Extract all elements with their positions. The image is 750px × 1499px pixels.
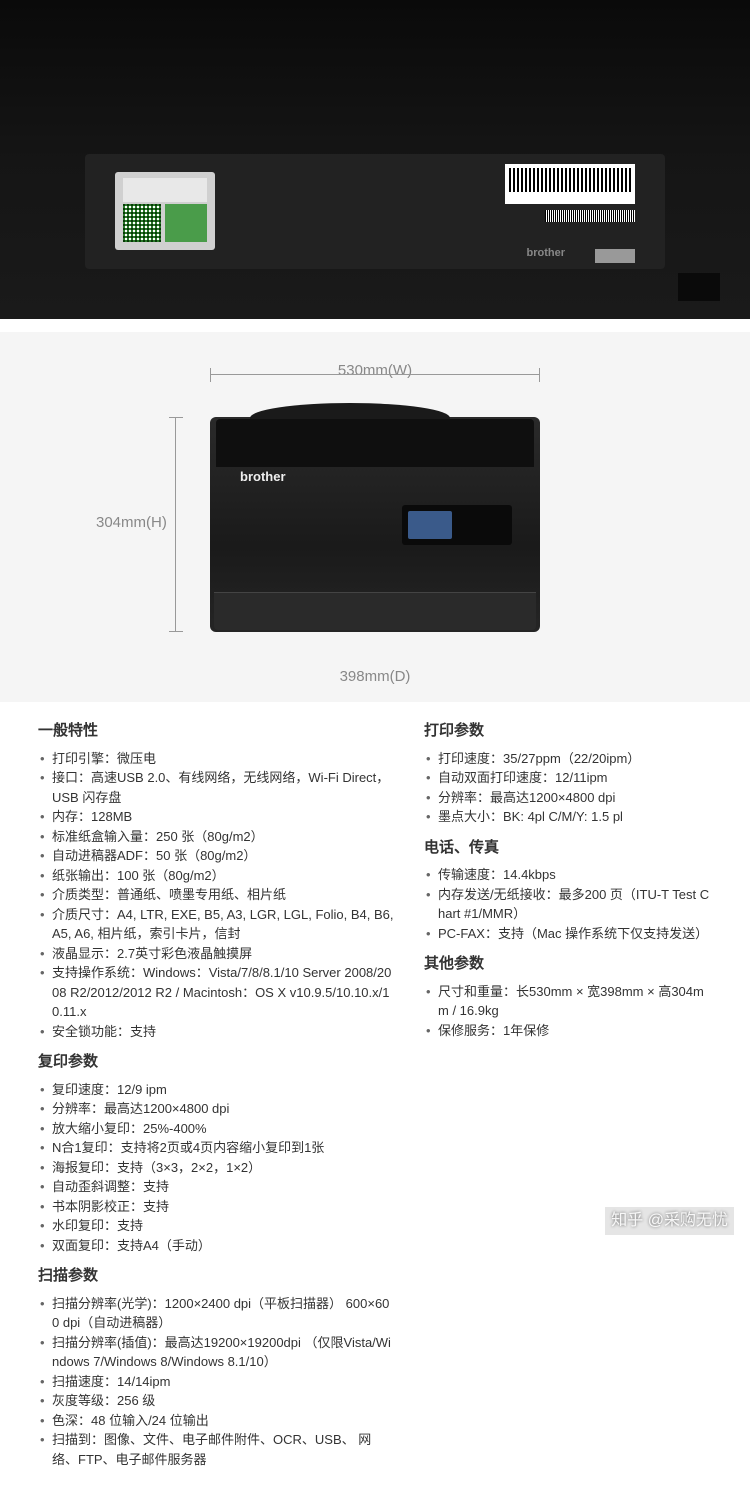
printer-back-panel: brother xyxy=(85,154,665,269)
section-heading-scan: 扫描参数 xyxy=(38,1265,396,1288)
spec-item: 扫描速度：14/14ipm xyxy=(40,1372,396,1392)
spec-item: 保修服务：1年保修 xyxy=(426,1021,712,1041)
spec-item: 尺寸和重量：长530mm × 宽398mm × 高304mm / 16.9kg xyxy=(426,982,712,1021)
spec-item: 分辨率：最高达1200×4800 dpi xyxy=(426,788,712,808)
height-label: 304mm(H) xyxy=(96,512,167,535)
barcode-small xyxy=(545,210,635,222)
spec-list-other: 尺寸和重量：长530mm × 宽398mm × 高304mm / 16.9kg保… xyxy=(424,982,712,1041)
spec-list-scan: 扫描分辨率(光学)：1200×2400 dpi（平板扫描器） 600×600 d… xyxy=(38,1294,396,1470)
spec-item: 标准纸盒输入量：250 张（80g/m2） xyxy=(40,827,396,847)
width-label: 530mm(W) xyxy=(0,360,750,383)
height-line xyxy=(175,417,176,632)
spec-item: 灰度等级：256 级 xyxy=(40,1391,396,1411)
specifications: 一般特性 打印引擎：微压电接口：高速USB 2.0、有线网络，无线网络，Wi-F… xyxy=(0,702,750,1499)
lcd-screen-icon xyxy=(408,511,452,539)
spec-item: 扫描到：图像、文件、电子邮件附件、OCR、USB、 网络、FTP、电子邮件服务器 xyxy=(40,1430,396,1469)
dimensions-diagram: 530mm(W) 304mm(H) brother 398mm(D) xyxy=(0,332,750,702)
spec-list-fax: 传输速度：14.4kbps内存发送/无纸接收：最多200 页（ITU-T Tes… xyxy=(424,865,712,943)
spec-item: 介质尺寸：A4, LTR, EXE, B5, A3, LGR, LGL, Fol… xyxy=(40,905,396,944)
spec-item: 分辨率：最高达1200×4800 dpi xyxy=(40,1099,396,1119)
spec-item: N合1复印：支持将2页或4页内容缩小复印到1张 xyxy=(40,1138,396,1158)
spec-item: 纸张输出：100 张（80g/m2） xyxy=(40,866,396,886)
spec-item: 内存：128MB xyxy=(40,807,396,827)
spec-item: 内存发送/无纸接收：最多200 页（ITU-T Test Chart #1/MM… xyxy=(426,885,712,924)
qr-code-icon xyxy=(123,204,161,242)
spec-item: 打印速度：35/27ppm（22/20ipm） xyxy=(426,749,712,769)
spec-item: 扫描分辨率(光学)：1200×2400 dpi（平板扫描器） 600×600 d… xyxy=(40,1294,396,1333)
spec-item: 书本阴影校正：支持 xyxy=(40,1197,396,1217)
spec-item: 色深：48 位输入/24 位输出 xyxy=(40,1411,396,1431)
section-heading-general: 一般特性 xyxy=(38,720,396,743)
spec-item: 水印复印：支持 xyxy=(40,1216,396,1236)
spec-item: 复印速度：12/9 ipm xyxy=(40,1080,396,1100)
spec-item: 海报复印：支持（3×3，2×2，1×2） xyxy=(40,1158,396,1178)
control-panel xyxy=(402,505,512,545)
barcode-label xyxy=(505,164,635,204)
spec-item: 自动进稿器ADF：50 张（80g/m2） xyxy=(40,846,396,866)
section-heading-copy: 复印参数 xyxy=(38,1051,712,1074)
width-line xyxy=(210,374,540,375)
brand-logo-front: brother xyxy=(240,467,286,487)
spec-list-copy: 复印速度：12/9 ipm分辨率：最高达1200×4800 dpi放大缩小复印：… xyxy=(38,1080,396,1256)
spec-item: 双面复印：支持A4（手动） xyxy=(40,1236,396,1256)
spec-list-general: 打印引擎：微压电接口：高速USB 2.0、有线网络，无线网络，Wi-Fi Dir… xyxy=(38,749,396,1042)
paper-tray xyxy=(214,592,536,630)
spec-item: 支持操作系统：Windows：Vista/7/8/8.1/10 Server 2… xyxy=(40,963,396,1022)
spec-item: 扫描分辨率(插值)：最高达19200×19200dpi （仅限Vista/Win… xyxy=(40,1333,396,1372)
compliance-label xyxy=(115,172,215,250)
spec-list-print: 打印速度：35/27ppm（22/20ipm）自动双面打印速度：12/11ipm… xyxy=(424,749,712,827)
spec-item: 自动双面打印速度：12/11ipm xyxy=(426,768,712,788)
depth-label: 398mm(D) xyxy=(0,666,750,689)
spec-item: 自动歪斜调整：支持 xyxy=(40,1177,396,1197)
printer-front-illustration: brother xyxy=(210,417,540,632)
section-heading-fax: 电话、传真 xyxy=(424,837,712,860)
spec-item: 安全锁功能：支持 xyxy=(40,1022,396,1042)
printer-back-photo: brother xyxy=(0,0,750,320)
section-heading-print: 打印参数 xyxy=(424,720,712,743)
watermark-text: 知乎 @采购无忧 xyxy=(605,1207,734,1235)
spec-item: 打印引擎：微压电 xyxy=(40,749,396,769)
spec-item: 液晶显示：2.7英寸彩色液晶触摸屏 xyxy=(40,944,396,964)
spec-item: 介质类型：普通纸、喷墨专用纸、相片纸 xyxy=(40,885,396,905)
spec-item: 接口：高速USB 2.0、有线网络，无线网络，Wi-Fi Direct，USB … xyxy=(40,768,396,807)
spec-item: PC-FAX：支持（Mac 操作系统下仅支持发送） xyxy=(426,924,712,944)
compliance-icon xyxy=(595,249,635,263)
section-heading-other: 其他参数 xyxy=(424,953,712,976)
power-port xyxy=(678,273,720,301)
brand-logo-back: brother xyxy=(527,245,566,262)
spec-item: 放大缩小复印：25%-400% xyxy=(40,1119,396,1139)
spec-item: 墨点大小：BK: 4pl C/M/Y: 1.5 pl xyxy=(426,807,712,827)
spec-item: 传输速度：14.4kbps xyxy=(426,865,712,885)
